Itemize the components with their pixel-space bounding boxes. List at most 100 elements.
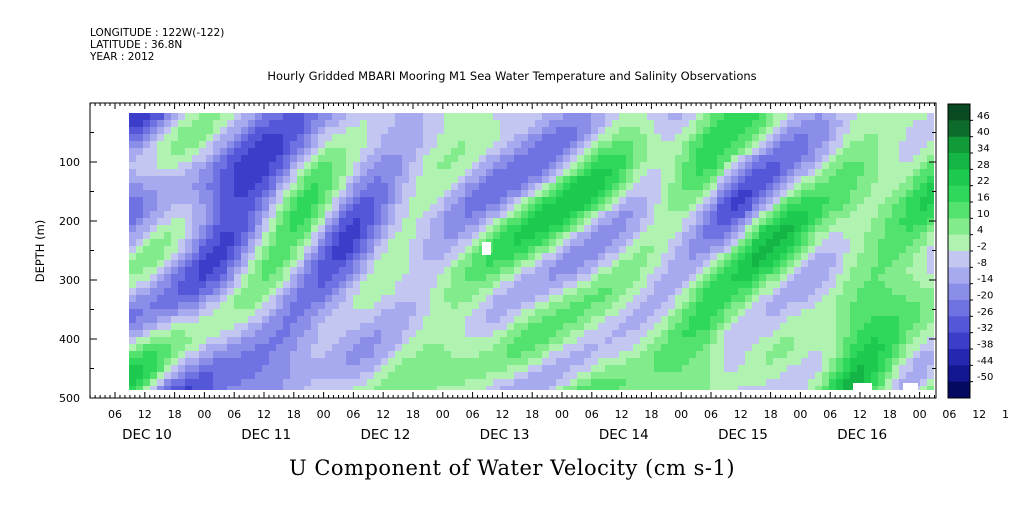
heatmap-cell [241, 330, 249, 338]
heatmap-cell [577, 358, 585, 366]
heatmap-cell [815, 155, 823, 163]
heatmap-cell [437, 316, 445, 324]
heatmap-cell [521, 379, 529, 387]
heatmap-cell [458, 379, 466, 387]
heatmap-cell [297, 358, 305, 366]
heatmap-cell [430, 190, 438, 198]
heatmap-cell [458, 204, 466, 212]
heatmap-cell [164, 344, 172, 352]
heatmap-cell [304, 190, 312, 198]
heatmap-cell [675, 302, 683, 310]
heatmap-cell [451, 302, 459, 310]
heatmap-cell [787, 253, 795, 261]
heatmap-cell [507, 218, 515, 226]
heatmap-cell [661, 372, 669, 380]
heatmap-cell [591, 134, 599, 142]
heatmap-cell [682, 358, 690, 366]
heatmap-cell [542, 127, 550, 135]
heatmap-cell [262, 274, 270, 282]
heatmap-cell [213, 134, 221, 142]
heatmap-cell [318, 148, 326, 156]
heatmap-cell [486, 183, 494, 191]
heatmap-cell [759, 295, 767, 303]
heatmap-cell [339, 190, 347, 198]
heatmap-cell [346, 288, 354, 296]
heatmap-cell [248, 246, 256, 254]
heatmap-cell [486, 386, 494, 394]
heatmap-cell [612, 288, 620, 296]
heatmap-cell [486, 288, 494, 296]
heatmap-cell [353, 386, 361, 394]
heatmap-cell [885, 372, 893, 380]
heatmap-cell [745, 260, 753, 268]
heatmap-cell [150, 134, 158, 142]
heatmap-cell [171, 281, 179, 289]
heatmap-cell [220, 309, 228, 317]
heatmap-cell [171, 162, 179, 170]
heatmap-cell [206, 260, 214, 268]
heatmap-cell [822, 120, 830, 128]
heatmap-cell [332, 379, 340, 387]
heatmap-cell [276, 309, 284, 317]
heatmap-cell [787, 204, 795, 212]
heatmap-cell [381, 316, 389, 324]
heatmap-cell [388, 176, 396, 184]
heatmap-cell [332, 372, 340, 380]
heatmap-cell [367, 134, 375, 142]
heatmap-cell [752, 169, 760, 177]
heatmap-cell [528, 281, 536, 289]
heatmap-cell [136, 246, 144, 254]
heatmap-cell [402, 274, 410, 282]
heatmap-cell [276, 351, 284, 359]
heatmap-cell [913, 260, 921, 268]
heatmap-cell [304, 365, 312, 373]
heatmap-cell [360, 309, 368, 317]
heatmap-cell [220, 232, 228, 240]
heatmap-cell [143, 162, 151, 170]
heatmap-cell [269, 162, 277, 170]
heatmap-cell [367, 337, 375, 345]
heatmap-cell [647, 267, 655, 275]
heatmap-cell [297, 176, 305, 184]
heatmap-cell [185, 372, 193, 380]
heatmap-cell [563, 204, 571, 212]
heatmap-cell [297, 386, 305, 394]
heatmap-cell [374, 183, 382, 191]
heatmap-cell [787, 316, 795, 324]
heatmap-cell [423, 120, 431, 128]
heatmap-cell [234, 337, 242, 345]
heatmap-cell [899, 309, 907, 317]
heatmap-cell [143, 190, 151, 198]
heatmap-cell [549, 204, 557, 212]
heatmap-cell [808, 309, 816, 317]
heatmap-cell [423, 372, 431, 380]
heatmap-cell [661, 365, 669, 373]
heatmap-cell [360, 127, 368, 135]
heatmap-cell [339, 169, 347, 177]
heatmap-cell [444, 358, 452, 366]
heatmap-cell [381, 218, 389, 226]
heatmap-cell [843, 190, 851, 198]
heatmap-cell [192, 330, 200, 338]
heatmap-cell [507, 211, 515, 219]
heatmap-cell [822, 155, 830, 163]
heatmap-cell [227, 337, 235, 345]
heatmap-cell [871, 323, 879, 331]
heatmap-cell [822, 365, 830, 373]
heatmap-cell [892, 232, 900, 240]
heatmap-cell [745, 281, 753, 289]
heatmap-cell [360, 155, 368, 163]
heatmap-cell [227, 120, 235, 128]
heatmap-cell [185, 253, 193, 261]
heatmap-cell [437, 281, 445, 289]
heatmap-cell [836, 141, 844, 149]
heatmap-cell [402, 134, 410, 142]
heatmap-cell [178, 113, 186, 121]
heatmap-cell [192, 351, 200, 359]
heatmap-cell [815, 295, 823, 303]
heatmap-cell [563, 148, 571, 156]
x-hour-tick-label: 06 [108, 408, 122, 421]
heatmap-cell [388, 134, 396, 142]
heatmap-cell [661, 302, 669, 310]
heatmap-cell [150, 127, 158, 135]
